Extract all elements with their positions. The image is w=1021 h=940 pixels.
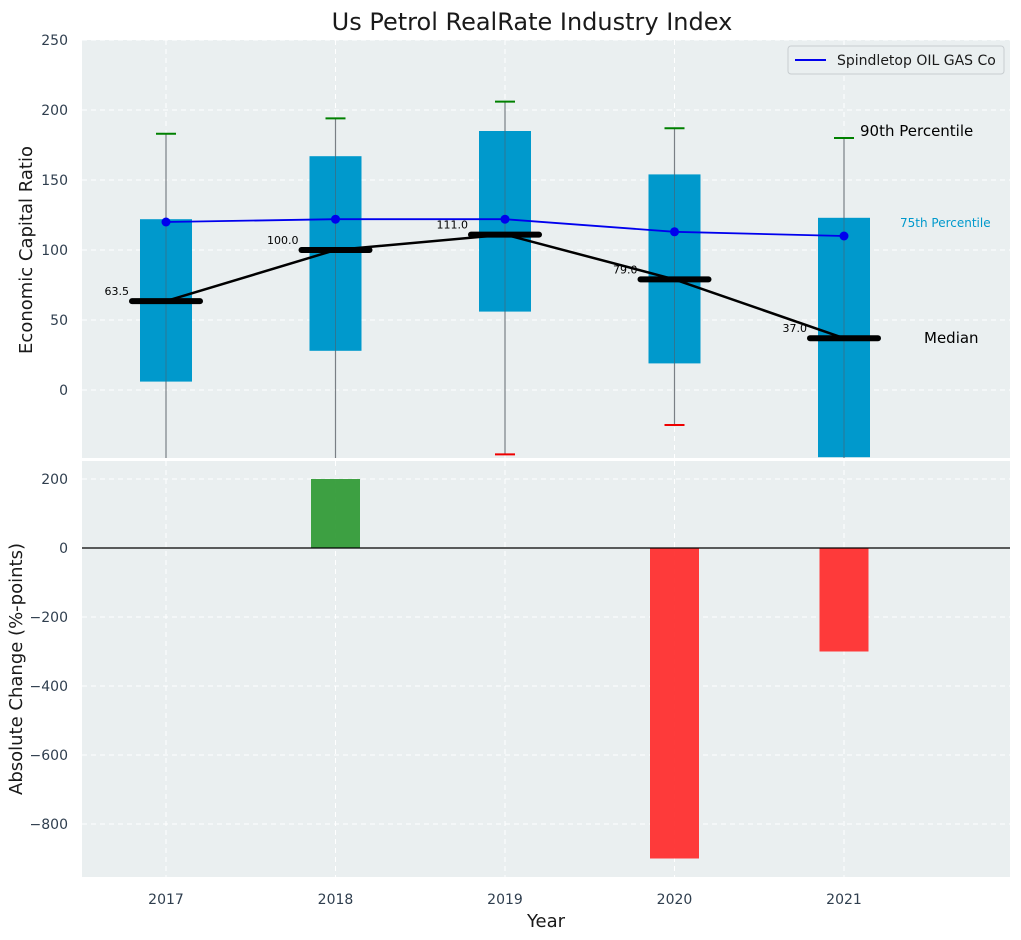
chart-title: Us Petrol RealRate Industry Index — [332, 8, 733, 36]
top-y-ticks: 0 50 100 150 200 250 — [41, 33, 68, 399]
top-plot-background — [82, 40, 1010, 458]
top-y-tick-label: 150 — [41, 173, 68, 189]
series-point-2018 — [331, 214, 340, 224]
x-axis-label: Year — [526, 911, 566, 932]
top-y-tick-label: 50 — [50, 313, 68, 329]
median-label-2019: 111.0 — [437, 219, 469, 232]
median-label-2021: 37.0 — [783, 322, 808, 335]
bottom-y-ticks: 200 0 −200 −400 −600 −800 — [30, 472, 68, 833]
median-label-2017: 63.5 — [105, 285, 130, 298]
top-y-tick-label: 100 — [41, 243, 68, 259]
top-y-tick-label: 250 — [41, 33, 68, 49]
x-ticks: 2017 2018 2019 2020 2021 — [148, 892, 862, 908]
series-point-2017 — [161, 217, 171, 227]
top-y-tick-label: 200 — [41, 103, 68, 119]
x-tick-label: 2019 — [487, 892, 523, 908]
series-point-2019 — [500, 214, 510, 224]
change-bar-2020 — [650, 548, 699, 859]
bottom-y-tick-label: −200 — [30, 610, 68, 626]
change-bar-2018 — [311, 479, 360, 548]
bottom-y-tick-label: 0 — [59, 541, 68, 557]
top-y-tick-label: 0 — [59, 383, 68, 399]
change-bar-2021 — [819, 548, 869, 652]
legend-box — [787, 45, 1005, 75]
bottom-y-tick-label: −800 — [30, 817, 68, 833]
annotation-75th-percentile: 75th Percentile — [900, 216, 991, 230]
median-label-2020: 79.0 — [613, 263, 638, 276]
top-plot-marks: 63.5 100.0 111.0 79.0 37.0 — [105, 100, 881, 458]
x-tick-label: 2018 — [318, 892, 354, 908]
legend-series-label: Spindletop OIL GAS Co — [837, 53, 996, 69]
bottom-y-tick-label: 200 — [41, 472, 68, 488]
median-label-2018: 100.0 — [267, 234, 299, 247]
x-tick-label: 2017 — [148, 892, 184, 908]
series-point-2020 — [670, 227, 679, 237]
bottom-gridlines — [82, 461, 1010, 877]
bottom-y-axis-label: Absolute Change (%-points) — [6, 543, 27, 795]
bottom-y-tick-label: −600 — [30, 748, 68, 764]
annotation-90th-percentile: 90th Percentile — [860, 122, 973, 140]
bottom-plot-background — [82, 461, 1010, 877]
bottom-y-tick-label: −400 — [30, 679, 68, 695]
x-tick-label: 2020 — [657, 892, 693, 908]
bottom-plot-marks — [311, 479, 869, 859]
annotation-median: Median — [924, 329, 979, 347]
legend: Spindletop OIL GAS Co — [787, 45, 1005, 75]
top-y-axis-label: Economic Capital Ratio — [16, 146, 37, 354]
x-tick-label: 2021 — [826, 892, 862, 908]
series-point-2021 — [839, 231, 849, 241]
